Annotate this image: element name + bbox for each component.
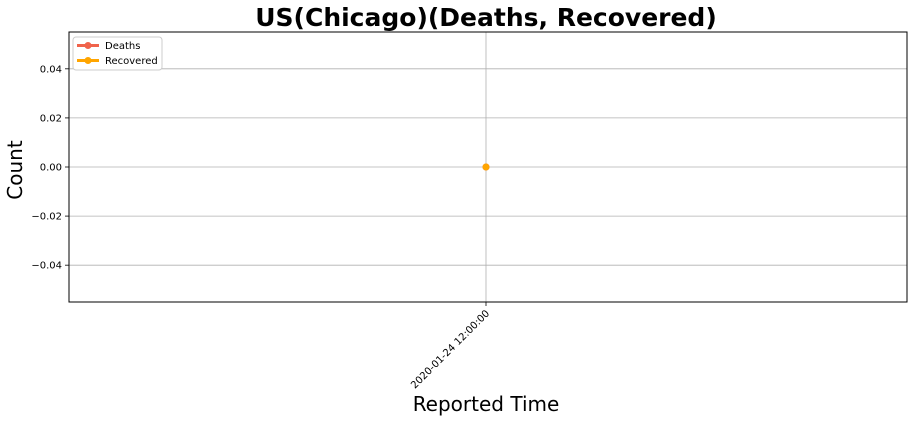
y-axis-label: Count bbox=[3, 140, 27, 200]
legend-marker bbox=[84, 42, 92, 49]
y-tick-label: −0.04 bbox=[31, 261, 62, 272]
legend-marker bbox=[84, 57, 92, 64]
series-layer bbox=[482, 163, 490, 171]
x-ticks: 2020-01-24 12:00:00 bbox=[409, 302, 492, 391]
x-tick-label: 2020-01-24 12:00:00 bbox=[409, 308, 492, 391]
y-tick-label: 0.00 bbox=[40, 163, 62, 174]
y-ticks: 0.04 0.02 0.00 −0.02 −0.04 bbox=[31, 64, 69, 272]
legend-label: Deaths bbox=[105, 41, 140, 52]
legend-label: Recovered bbox=[105, 56, 158, 67]
y-tick-label: 0.04 bbox=[40, 64, 62, 75]
chart-title: US(Chicago)(Deaths, Recovered) bbox=[255, 3, 717, 32]
y-tick-label: −0.02 bbox=[31, 212, 62, 223]
y-tick-label: 0.02 bbox=[40, 113, 62, 124]
data-point bbox=[482, 163, 490, 171]
x-axis-label: Reported Time bbox=[413, 392, 560, 416]
legend: Deaths Recovered bbox=[72, 36, 163, 71]
